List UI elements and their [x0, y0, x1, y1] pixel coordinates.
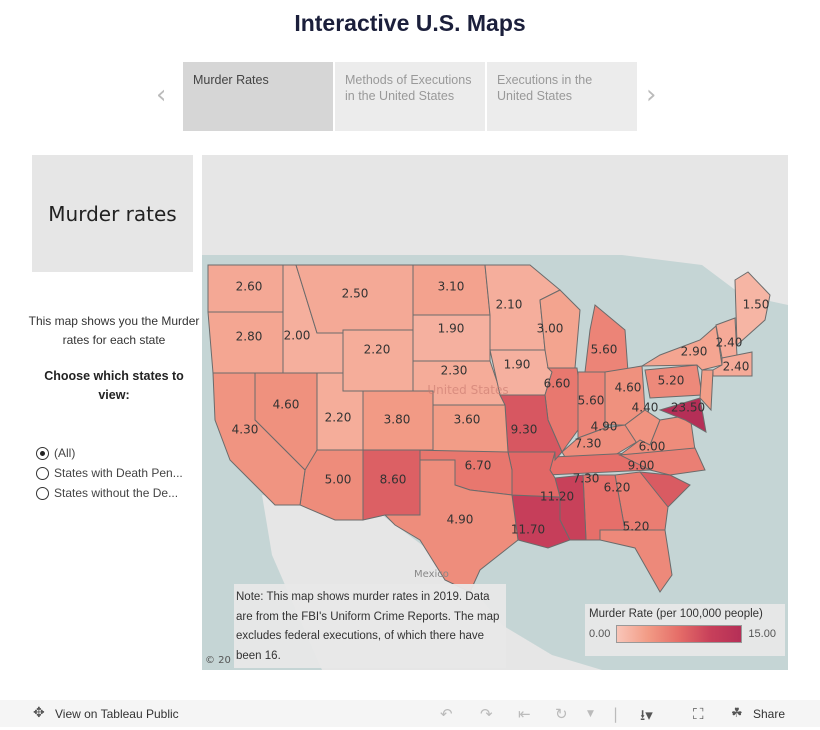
- state-label-ky: 4.90: [591, 420, 618, 434]
- map-note: Note: This map shows murder rates in 201…: [234, 584, 506, 668]
- next-arrow-icon[interactable]: ›: [646, 80, 657, 110]
- state-nj[interactable]: [699, 369, 714, 412]
- option-label: States with Death Pen...: [54, 466, 183, 480]
- share-icon[interactable]: ☘: [731, 706, 743, 721]
- map-canvas[interactable]: United States Mexico 2.60 2.80 2.00 2.50 2.20 3…: [202, 155, 788, 670]
- state-label-ok: 6.70: [465, 459, 492, 473]
- state-label-co: 3.80: [384, 413, 411, 427]
- state-label-id: 2.00: [284, 329, 311, 343]
- state-label-me: 1.50: [743, 298, 770, 312]
- filter-option-all[interactable]: (All): [36, 443, 183, 463]
- state-label-nh: 2.40: [716, 336, 743, 350]
- section-heading: Murder rates: [32, 155, 193, 272]
- page-title: Interactive U.S. Maps: [294, 10, 526, 36]
- state-fl[interactable]: [599, 529, 673, 593]
- tab-methods-of-executions[interactable]: Methods of Executions in the United Stat…: [335, 62, 485, 131]
- redo-icon[interactable]: ↷: [480, 705, 493, 723]
- radio-icon[interactable]: [36, 466, 49, 480]
- state-label-fl: 5.20: [623, 520, 650, 534]
- download-icon[interactable]: ⭳▾: [640, 706, 653, 724]
- legend-max: 15.00: [748, 628, 776, 640]
- refresh-icon[interactable]: ↻: [555, 705, 568, 723]
- state-label-sd: 1.90: [438, 322, 465, 336]
- state-label-ct: 2.40: [723, 360, 750, 374]
- legend-gradient: [616, 625, 743, 643]
- state-label-az: 5.00: [325, 473, 352, 487]
- state-label-wa: 2.60: [236, 280, 263, 294]
- tab-executions[interactable]: Executions in the United States: [487, 62, 637, 131]
- state-label-wv: 4.40: [632, 401, 659, 415]
- legend-title: Murder Rate (per 100,000 people): [589, 608, 763, 620]
- state-ct[interactable]: [712, 351, 753, 377]
- note-text: Note: This map shows murder rates in 201…: [236, 591, 500, 662]
- state-label-ca: 4.30: [232, 423, 259, 437]
- canada-land: [202, 155, 788, 305]
- fullscreen-icon[interactable]: ⛶: [693, 705, 704, 723]
- state-label-in: 5.60: [578, 394, 605, 408]
- us-map[interactable]: United States Mexico 2.60 2.80 2.00 2.50 2.20 3…: [202, 155, 788, 670]
- state-ny[interactable]: [640, 325, 723, 371]
- option-label: (All): [54, 446, 76, 460]
- state-md[interactable]: [658, 397, 707, 433]
- state-label-al: 7.30: [573, 472, 600, 486]
- state-label-mo: 9.30: [511, 423, 538, 437]
- state-label-sc: 9.00: [628, 459, 655, 473]
- state-label-ks: 3.60: [454, 413, 481, 427]
- filter-option-death-penalty[interactable]: States with Death Pen...: [36, 463, 183, 483]
- state-nc[interactable]: [618, 447, 706, 476]
- refresh-dropdown-icon[interactable]: ▼: [587, 709, 594, 719]
- state-label-oh: 4.60: [615, 381, 642, 395]
- description: This map shows you the Murder rates for …: [28, 314, 200, 347]
- revert-icon[interactable]: ⇤: [518, 705, 531, 723]
- view-on-tableau-link[interactable]: View on Tableau Public: [55, 707, 179, 721]
- tableau-icon: ✥: [33, 705, 45, 721]
- prev-arrow-icon[interactable]: ‹: [156, 80, 167, 110]
- legend-min: 0.00: [589, 628, 611, 640]
- filter-heading: Choose which states to view:: [44, 369, 184, 402]
- country-label: United States: [427, 383, 508, 397]
- state-label-il: 6.60: [544, 377, 571, 391]
- state-label-nc: 6.00: [639, 440, 666, 454]
- neighbor-label: Mexico: [414, 569, 449, 580]
- state-filter: (All) States with Death Pen... States wi…: [36, 443, 183, 503]
- state-label-ia: 1.90: [504, 358, 531, 372]
- state-label-md: 23.50: [671, 401, 705, 415]
- state-label-tx: 4.90: [447, 513, 474, 527]
- state-label-mt: 2.50: [342, 287, 369, 301]
- map-attribution[interactable]: © 20: [205, 655, 231, 666]
- state-label-tn: 7.30: [575, 437, 602, 451]
- undo-icon[interactable]: ↶: [440, 705, 453, 723]
- state-label-pa: 5.20: [658, 374, 685, 388]
- filter-option-no-death-penalty[interactable]: States without the De...: [36, 483, 183, 503]
- state-label-nm: 8.60: [380, 473, 407, 487]
- state-label-nd: 3.10: [438, 280, 465, 294]
- state-label-wi: 3.00: [537, 322, 564, 336]
- section-heading-text: Murder rates: [48, 201, 177, 226]
- state-label-mi: 5.60: [591, 343, 618, 357]
- state-label-la: 11.70: [511, 523, 545, 537]
- state-label-ny: 2.90: [681, 345, 708, 359]
- state-me[interactable]: [734, 271, 771, 347]
- share-button[interactable]: Share: [753, 707, 786, 721]
- state-label-ut: 2.20: [325, 411, 352, 425]
- state-label-or: 2.80: [236, 330, 263, 344]
- radio-selected-icon[interactable]: [36, 446, 49, 460]
- option-label: States without the De...: [54, 486, 179, 500]
- state-ca[interactable]: [212, 372, 306, 506]
- state-wy[interactable]: [342, 329, 414, 392]
- tab-murder-rates[interactable]: Murder Rates: [183, 62, 333, 131]
- divider: |: [613, 705, 619, 723]
- state-label-ga: 6.20: [604, 481, 631, 495]
- radio-icon[interactable]: [36, 486, 49, 500]
- state-label-mn: 2.10: [496, 298, 523, 312]
- state-label-ne: 2.30: [441, 364, 468, 378]
- state-label-nv: 4.60: [273, 398, 300, 412]
- state-label-ms: 11.20: [540, 490, 574, 504]
- state-label-wy: 2.20: [364, 343, 391, 357]
- state-mi[interactable]: [584, 304, 629, 373]
- state-tx[interactable]: [383, 459, 519, 593]
- color-legend: Murder Rate (per 100,000 people) 0.00 15.…: [585, 604, 785, 656]
- toolbar: ✥ View on Tableau Public ↶ ↷ ⇤ ↻ ▼ | ⭳▾ …: [0, 700, 820, 727]
